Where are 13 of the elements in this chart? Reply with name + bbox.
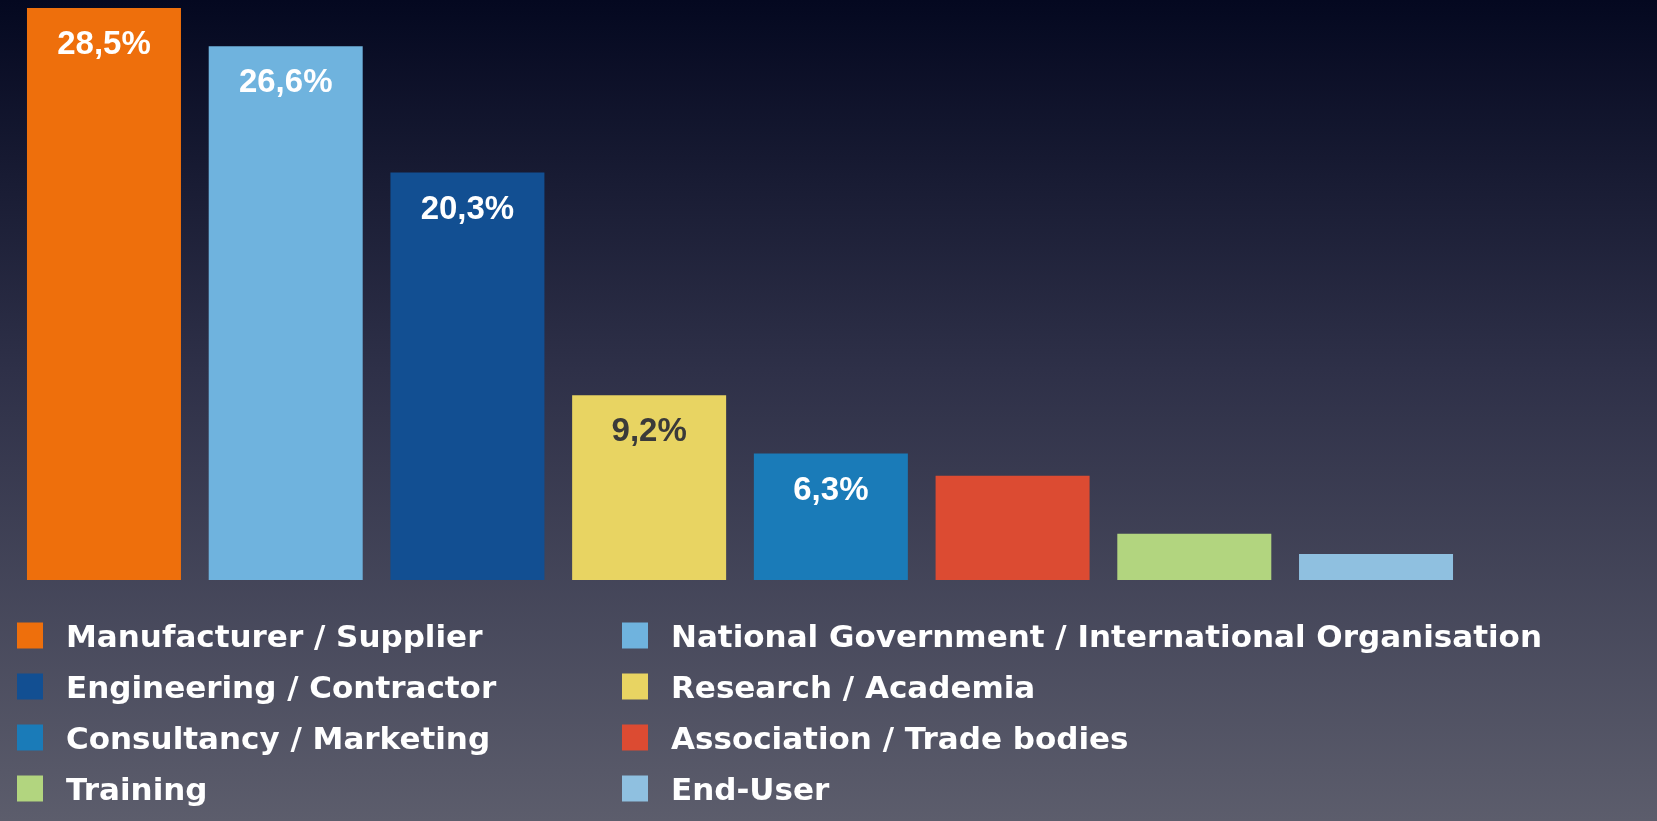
legend-label: Engineering / Contractor [66,668,497,705]
legend-label: Manufacturer / Supplier [66,617,484,654]
data-label: 9,2% [611,411,687,449]
data-label: 26,6% [238,62,333,100]
legend-label: Training [66,770,208,807]
legend-label: Association / Trade bodies [671,719,1129,756]
legend-label: Consultancy / Marketing [66,719,491,756]
data-label: 6,3% [793,469,869,507]
data-label: 20,3% [420,188,515,226]
legend-label: National Government / International Organisation [671,617,1542,654]
data-label: 28,5% [57,24,151,61]
legend-label: Research / Academia [671,668,1036,705]
legend-label: End-User [671,770,830,807]
